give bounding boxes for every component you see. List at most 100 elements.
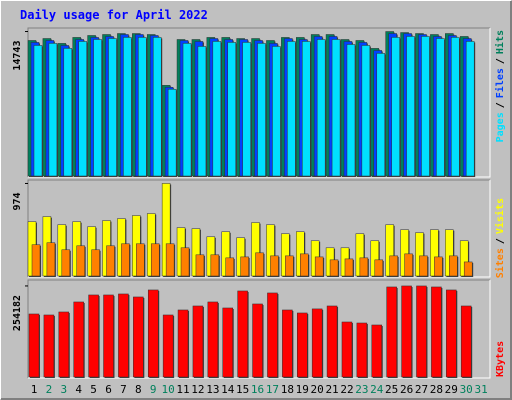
x-tick-label: 23 (355, 383, 368, 396)
y-tick-label: 14743 (12, 41, 23, 71)
x-tick-label: 20 (311, 383, 324, 396)
bar (419, 255, 428, 277)
chart-title: Daily usage for April 2022 (20, 8, 208, 22)
bar (106, 245, 115, 277)
legend-entry: Visits (494, 198, 506, 234)
bar (255, 252, 264, 277)
x-tick-label: 7 (120, 383, 127, 396)
bar (404, 253, 413, 277)
bar (386, 286, 397, 378)
bar (341, 321, 353, 378)
x-tick-label: 13 (206, 383, 219, 396)
x-tick-label: 3 (60, 383, 67, 396)
bar (361, 45, 371, 177)
x-tick-label: 17 (266, 383, 279, 396)
bar (270, 255, 279, 277)
x-tick-label: 9 (150, 383, 157, 396)
bar (88, 294, 99, 378)
bar (300, 253, 309, 277)
bar (449, 255, 458, 277)
x-tick-label: 19 (296, 383, 309, 396)
bar (210, 254, 220, 277)
x-tick-label: 2 (46, 383, 53, 396)
bar (28, 313, 40, 378)
bar (61, 249, 71, 277)
y-tick-label: 254182 (12, 295, 23, 331)
bar (167, 89, 177, 177)
x-tick-label: 11 (176, 383, 189, 396)
x-tick-label: 29 (445, 383, 458, 396)
bar (406, 36, 415, 177)
bar (212, 41, 222, 177)
x-tick-label: 12 (191, 383, 204, 396)
bar (48, 43, 58, 177)
bar (63, 48, 73, 177)
legend-entry: Files (494, 68, 506, 98)
legend: KBytes (495, 341, 506, 377)
bar (465, 41, 475, 177)
bar (282, 309, 293, 378)
bar (436, 38, 445, 177)
x-tick-label: 10 (162, 383, 175, 396)
bar (242, 42, 251, 177)
bar (285, 255, 294, 277)
bar (267, 292, 278, 378)
bar (222, 307, 233, 378)
bar (237, 290, 248, 378)
bar (272, 46, 281, 177)
bar (58, 311, 70, 378)
bar (103, 294, 114, 378)
legend-separator: / (495, 238, 506, 244)
bar (331, 39, 341, 177)
x-tick-label: 8 (135, 383, 142, 396)
y-tick-label: 974 (12, 192, 23, 210)
bar (108, 38, 117, 177)
bar (297, 312, 308, 378)
bar (389, 255, 398, 277)
bar (431, 286, 442, 378)
bar (195, 254, 205, 277)
legend: Sites / Visits (494, 198, 506, 278)
bar (136, 243, 145, 277)
bar (197, 46, 207, 177)
bar (192, 305, 204, 378)
x-tick-label: 5 (90, 383, 97, 396)
bar (123, 37, 132, 177)
legend-entry: KBytes (495, 341, 506, 377)
x-tick-label: 16 (251, 383, 264, 396)
bar (150, 243, 160, 277)
bar (460, 305, 472, 378)
legend-entry: Hits (494, 30, 506, 54)
bar (314, 256, 324, 277)
bar (162, 314, 174, 378)
x-tick-label: 31 (474, 383, 487, 396)
bar (359, 257, 369, 277)
bar (91, 249, 100, 277)
panel-bevel-dark (27, 279, 490, 378)
x-tick-label: 18 (281, 383, 294, 396)
bar (133, 296, 144, 378)
bar (225, 257, 234, 277)
bar (180, 247, 190, 277)
x-tick-label: 21 (325, 383, 338, 396)
bar (252, 303, 263, 378)
bar (227, 42, 236, 177)
bar (316, 39, 326, 177)
bar (182, 43, 192, 177)
bar (451, 37, 460, 177)
bar (329, 259, 339, 277)
bar (31, 244, 41, 277)
x-tick-label: 26 (400, 383, 413, 396)
bar (165, 243, 175, 277)
x-tick-label: 27 (415, 383, 428, 396)
x-tick-label: 4 (75, 383, 82, 396)
bar (152, 37, 162, 177)
bar (73, 301, 84, 378)
x-tick-label: 6 (105, 383, 112, 396)
legend-entry: Sites (494, 248, 506, 278)
x-tick-label: 14 (221, 383, 235, 396)
bar (401, 285, 412, 378)
